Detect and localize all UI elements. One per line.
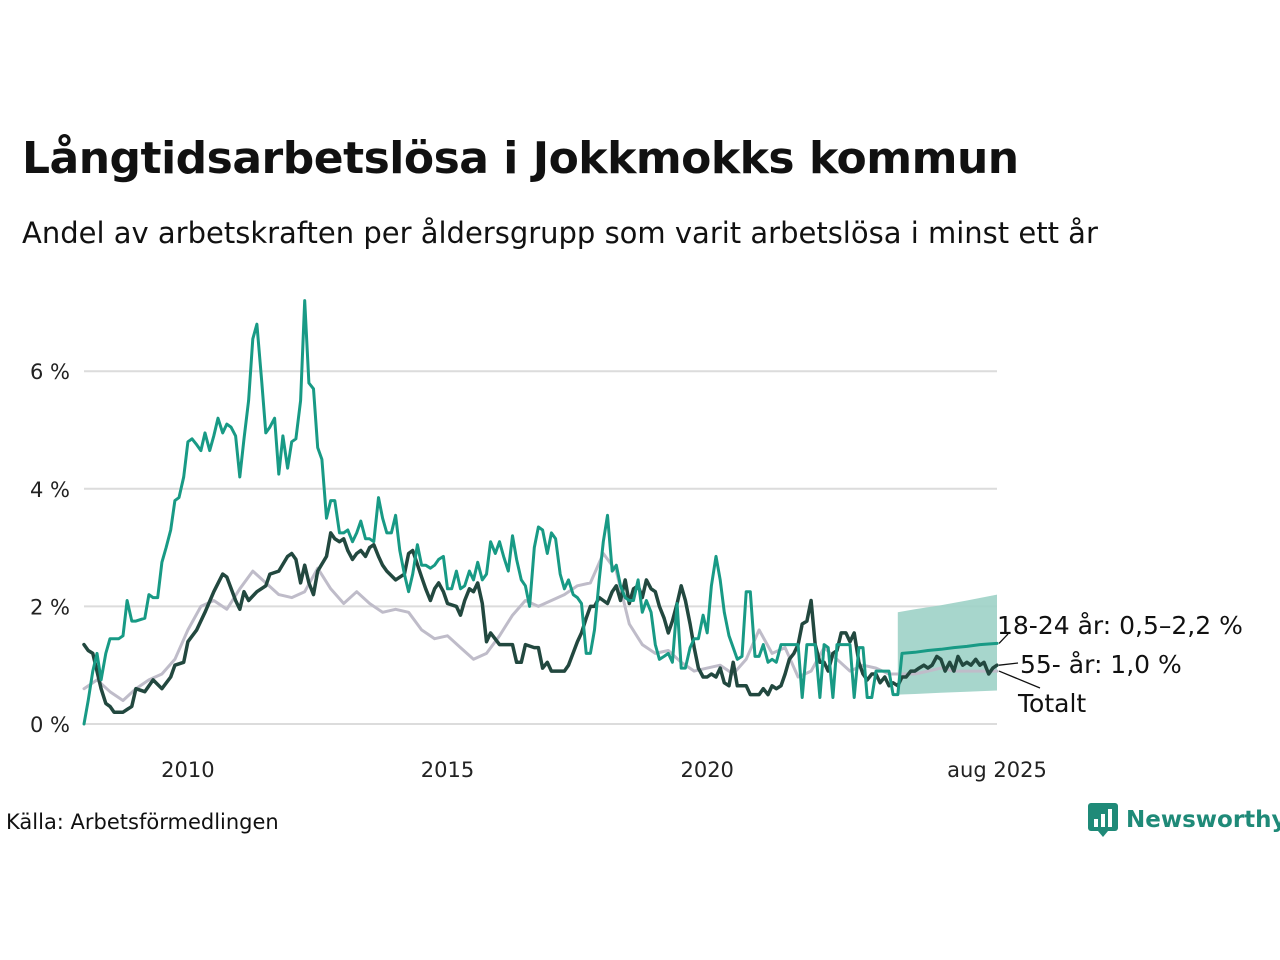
brand-logo: Newsworthy [1088, 803, 1280, 837]
series-labels: 18-24 år: 0,5–2,2 % 55- år: 1,0 % Totalt [997, 611, 1243, 718]
x-axis-ticks: 2010 2015 2020 aug 2025 [161, 758, 1047, 782]
brand-name: Newsworthy [1126, 807, 1280, 833]
y-tick-label: 6 % [30, 360, 70, 384]
y-tick-label: 2 % [30, 595, 70, 619]
x-tick-label: 2015 [421, 758, 474, 782]
x-tick-label: 2020 [680, 758, 733, 782]
source-note: Källa: Arbetsförmedlingen [6, 810, 279, 834]
y-tick-label: 4 % [30, 478, 70, 502]
series-label-total: Totalt [1017, 689, 1086, 718]
leader-line-older [998, 662, 1019, 666]
leader-line-total [998, 670, 1041, 689]
series-label-youth: 18-24 år: 0,5–2,2 % [997, 611, 1243, 640]
series-label-older: 55- år: 1,0 % [1020, 650, 1182, 679]
series-line-older [82, 531, 999, 714]
series-line-youth [82, 299, 999, 726]
gridlines [84, 370, 997, 725]
newsworthy-logo-icon [1088, 803, 1118, 837]
chart-subtitle: Andel av arbetskraften per åldersgrupp s… [22, 216, 1098, 250]
y-tick-label: 0 % [30, 713, 70, 737]
chart-title: Långtidsarbetslösa i Jokkmokks kommun [22, 133, 1019, 184]
x-tick-label: 2010 [161, 758, 214, 782]
leader-line-youth [998, 633, 1009, 644]
series-layer [82, 299, 999, 726]
x-tick-label: aug 2025 [947, 758, 1047, 782]
y-axis-ticks: 0 % 2 % 4 % 6 % [30, 360, 70, 737]
